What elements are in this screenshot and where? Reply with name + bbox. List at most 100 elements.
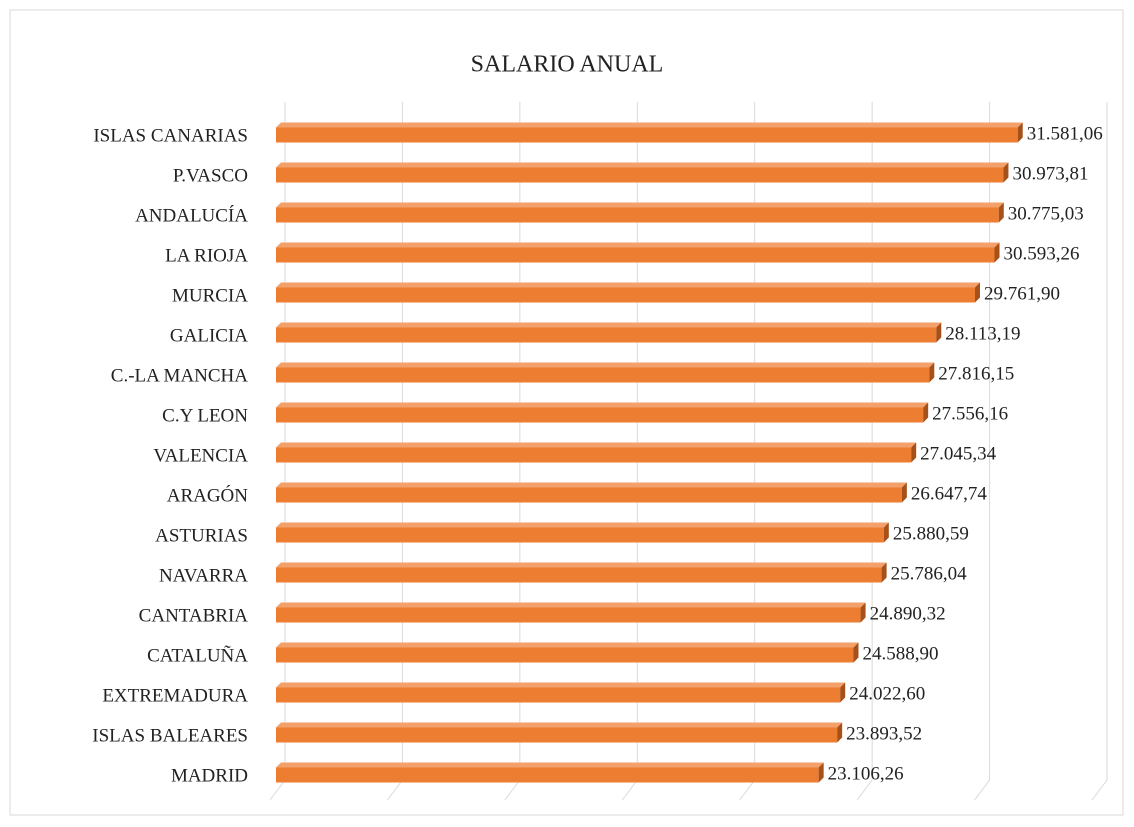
- bar: [276, 242, 1000, 263]
- bar-front: [276, 407, 924, 423]
- bar-top: [276, 122, 1023, 128]
- value-label: 27.816,15: [938, 363, 1014, 384]
- bar-side: [818, 762, 824, 783]
- bar-side: [911, 442, 917, 463]
- bar-side: [860, 602, 866, 623]
- bar-top: [276, 442, 917, 448]
- bar-top: [276, 242, 1000, 248]
- value-label: 30.775,03: [1008, 203, 1084, 224]
- y-tick-label: C.Y LEON: [162, 405, 248, 426]
- bar-front: [276, 167, 1004, 183]
- bar-front: [276, 647, 854, 663]
- y-tick-label: ARAGÓN: [167, 484, 249, 506]
- y-tick-label: ASTURIAS: [155, 525, 248, 546]
- y-tick-label: VALENCIA: [153, 445, 248, 466]
- bar-side: [923, 402, 929, 423]
- bar-top: [276, 602, 866, 608]
- bar: [276, 522, 889, 543]
- bar-front: [276, 207, 999, 223]
- bar-side: [837, 722, 843, 743]
- grid-line: [1091, 102, 1108, 801]
- bar: [276, 762, 824, 783]
- grid-line: [974, 102, 991, 801]
- bar-front: [276, 247, 995, 263]
- bar-top: [276, 162, 1009, 168]
- value-label: 23.106,26: [828, 763, 904, 784]
- y-tick-label: NAVARRA: [159, 565, 248, 586]
- bar-front: [276, 287, 975, 303]
- bar-side: [974, 282, 980, 303]
- bar-front: [276, 607, 861, 623]
- bar: [276, 362, 935, 383]
- bar-side: [1003, 162, 1009, 183]
- y-tick-label: ISLAS CANARIAS: [93, 125, 248, 146]
- bar-side: [929, 362, 935, 383]
- value-label: 23.893,52: [846, 723, 922, 744]
- bar-top: [276, 682, 846, 688]
- bar-top: [276, 642, 859, 648]
- y-tick-label: C.-LA MANCHA: [111, 365, 249, 386]
- bar-top: [276, 482, 907, 488]
- value-label: 30.973,81: [1012, 163, 1088, 184]
- bar-front: [276, 487, 902, 503]
- bar-side: [853, 642, 859, 663]
- bar: [276, 562, 887, 583]
- y-tick-label: MURCIA: [172, 285, 248, 306]
- bar: [276, 282, 980, 303]
- bar-front: [276, 447, 912, 463]
- y-tick-label: CATALUÑA: [147, 644, 248, 666]
- y-tick-label: ISLAS BALEARES: [92, 725, 248, 746]
- bar-side: [936, 322, 942, 343]
- bar-top: [276, 202, 1004, 208]
- bar-front: [276, 687, 841, 703]
- bar-top: [276, 362, 935, 368]
- bar-side: [1017, 122, 1023, 143]
- y-tick-label: P.VASCO: [173, 165, 248, 186]
- value-label: 27.045,34: [920, 443, 997, 464]
- value-label: 27.556,16: [932, 403, 1008, 424]
- y-tick-label: LA RIOJA: [165, 245, 248, 266]
- bar-top: [276, 762, 824, 768]
- bar: [276, 442, 917, 463]
- bar: [276, 482, 907, 503]
- bar-side: [840, 682, 846, 703]
- bar-front: [276, 767, 819, 783]
- bar-top: [276, 522, 889, 528]
- bar-top: [276, 402, 929, 408]
- bar-side: [883, 522, 889, 543]
- bar-top: [276, 722, 843, 728]
- bar: [276, 602, 866, 623]
- value-label: 25.786,04: [891, 563, 968, 584]
- value-label: 25.880,59: [893, 523, 969, 544]
- y-tick-label: MADRID: [171, 765, 248, 786]
- bar: [276, 202, 1004, 223]
- value-label: 28.113,19: [945, 323, 1020, 344]
- bar-side: [994, 242, 1000, 263]
- bar: [276, 322, 942, 343]
- y-tick-label: EXTREMADURA: [102, 685, 248, 706]
- value-label: 29.761,90: [984, 283, 1060, 304]
- y-tick-label: ANDALUCÍA: [135, 204, 248, 226]
- bar: [276, 682, 846, 703]
- bar-front: [276, 127, 1018, 143]
- bar: [276, 122, 1023, 143]
- bar: [276, 162, 1009, 183]
- bar-top: [276, 282, 980, 288]
- value-label: 24.890,32: [870, 603, 946, 624]
- value-label: 24.588,90: [862, 643, 938, 664]
- bar-front: [276, 567, 882, 583]
- chart-title: SALARIO ANUAL: [471, 52, 664, 78]
- bar-top: [276, 322, 942, 328]
- bar-front: [276, 727, 838, 743]
- y-tick-label: GALICIA: [170, 325, 248, 346]
- bar-front: [276, 327, 937, 343]
- value-label: 26.647,74: [911, 483, 988, 504]
- value-label: 31.581,06: [1027, 123, 1103, 144]
- bar-front: [276, 527, 884, 543]
- bar: [276, 722, 843, 743]
- value-label: 30.593,26: [1004, 243, 1080, 264]
- bar: [276, 402, 929, 423]
- bar-side: [998, 202, 1004, 223]
